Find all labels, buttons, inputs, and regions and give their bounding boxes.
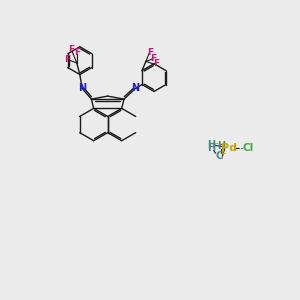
Text: N: N (78, 83, 86, 93)
Text: H: H (207, 140, 215, 150)
Text: F: F (147, 48, 153, 57)
Text: N: N (131, 83, 140, 93)
Text: -: - (215, 138, 219, 148)
Text: Pd: Pd (221, 143, 237, 153)
Text: F: F (68, 45, 74, 54)
Text: Cl: Cl (242, 143, 253, 153)
Text: C: C (215, 151, 223, 161)
Text: F: F (64, 55, 70, 64)
Text: +: + (220, 149, 226, 158)
Text: F: F (74, 48, 81, 57)
Text: H: H (218, 141, 226, 151)
Text: F: F (154, 59, 160, 68)
Text: H: H (207, 143, 216, 153)
Text: F: F (151, 54, 157, 63)
